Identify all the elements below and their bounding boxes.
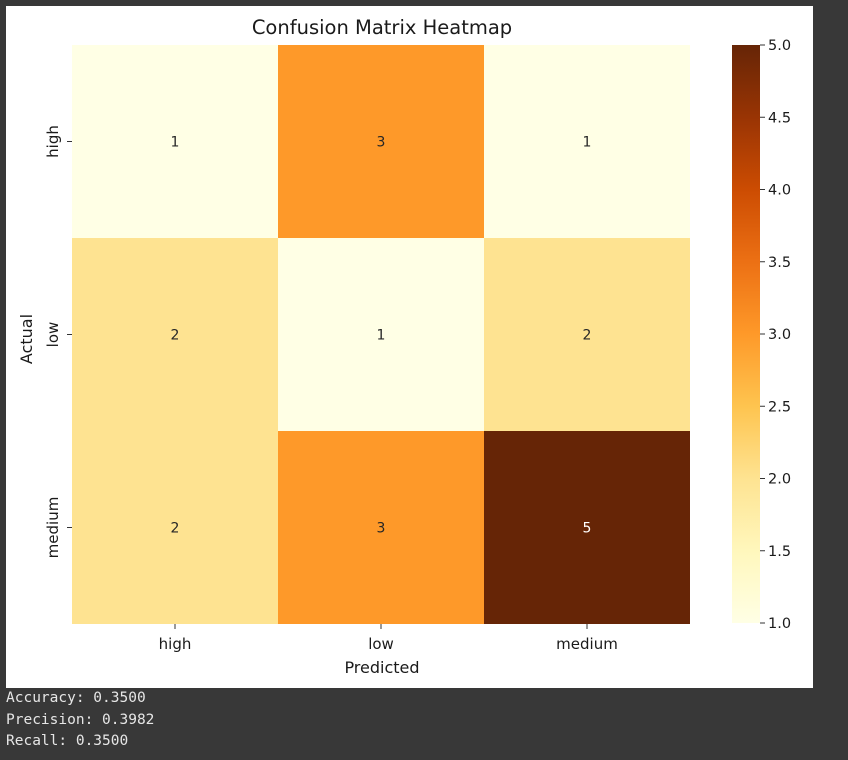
precision-line: Precision: 0.3982 [6, 711, 155, 728]
heatmap-cell [484, 45, 690, 238]
recall-line: Recall: 0.3500 [6, 733, 129, 749]
colorbar-tick-label: 5.0 [768, 38, 791, 54]
colorbar-tick-label: 4.5 [768, 110, 791, 126]
confusion-matrix-heatmap: Confusion Matrix Heatmap 1 3 1 2 1 2 2 3 5 high l… [17, 16, 791, 677]
heatmap-cell [72, 431, 278, 624]
cell-value-label: 2 [583, 328, 592, 344]
cell-value-label: 5 [583, 521, 592, 537]
cell-value-label: 3 [377, 521, 386, 537]
heatmap-cell [484, 238, 690, 431]
y-axis-label: Actual [17, 314, 36, 364]
plot-output-card: Confusion Matrix Heatmap 1 3 1 2 1 2 2 3 5 high l… [6, 6, 813, 688]
colorbar-tick-label: 3.5 [768, 255, 791, 271]
y-tick-label: low [44, 322, 62, 348]
heatmap-cell [72, 238, 278, 431]
x-tick-label: low [368, 635, 394, 653]
colorbar-tick-label: 2.5 [768, 399, 791, 415]
heatmap-cell [72, 45, 278, 238]
heatmap-cell [278, 431, 484, 624]
colorbar-tick-label: 1.0 [768, 616, 791, 632]
cell-value-label: 2 [171, 521, 180, 537]
cell-value-label: 1 [377, 328, 386, 344]
cell-value-label: 3 [377, 135, 386, 151]
chart-title: Confusion Matrix Heatmap [252, 16, 512, 39]
cell-output-text: Accuracy: 0.3500 Precision: 0.3982 Recal… [6, 688, 806, 753]
y-tick-label: medium [44, 497, 62, 559]
x-tick-label: medium [556, 635, 618, 653]
y-tick-label: high [44, 125, 62, 158]
cell-value-label: 1 [171, 135, 180, 151]
colorbar-tick-label: 3.0 [768, 327, 791, 343]
heatmap-cell [484, 431, 690, 624]
heatmap-cell [278, 238, 484, 431]
heatmap-cell [278, 45, 484, 238]
colorbar [732, 45, 760, 623]
colorbar-tick-label: 1.5 [768, 544, 791, 560]
x-axis-label: Predicted [344, 658, 419, 677]
x-tick-label: high [159, 635, 192, 653]
colorbar-tick-label: 2.0 [768, 472, 791, 488]
cell-value-label: 2 [171, 328, 180, 344]
cell-value-label: 1 [583, 135, 592, 151]
colorbar-tick-label: 4.0 [768, 183, 791, 199]
accuracy-line: Accuracy: 0.3500 [6, 690, 146, 706]
